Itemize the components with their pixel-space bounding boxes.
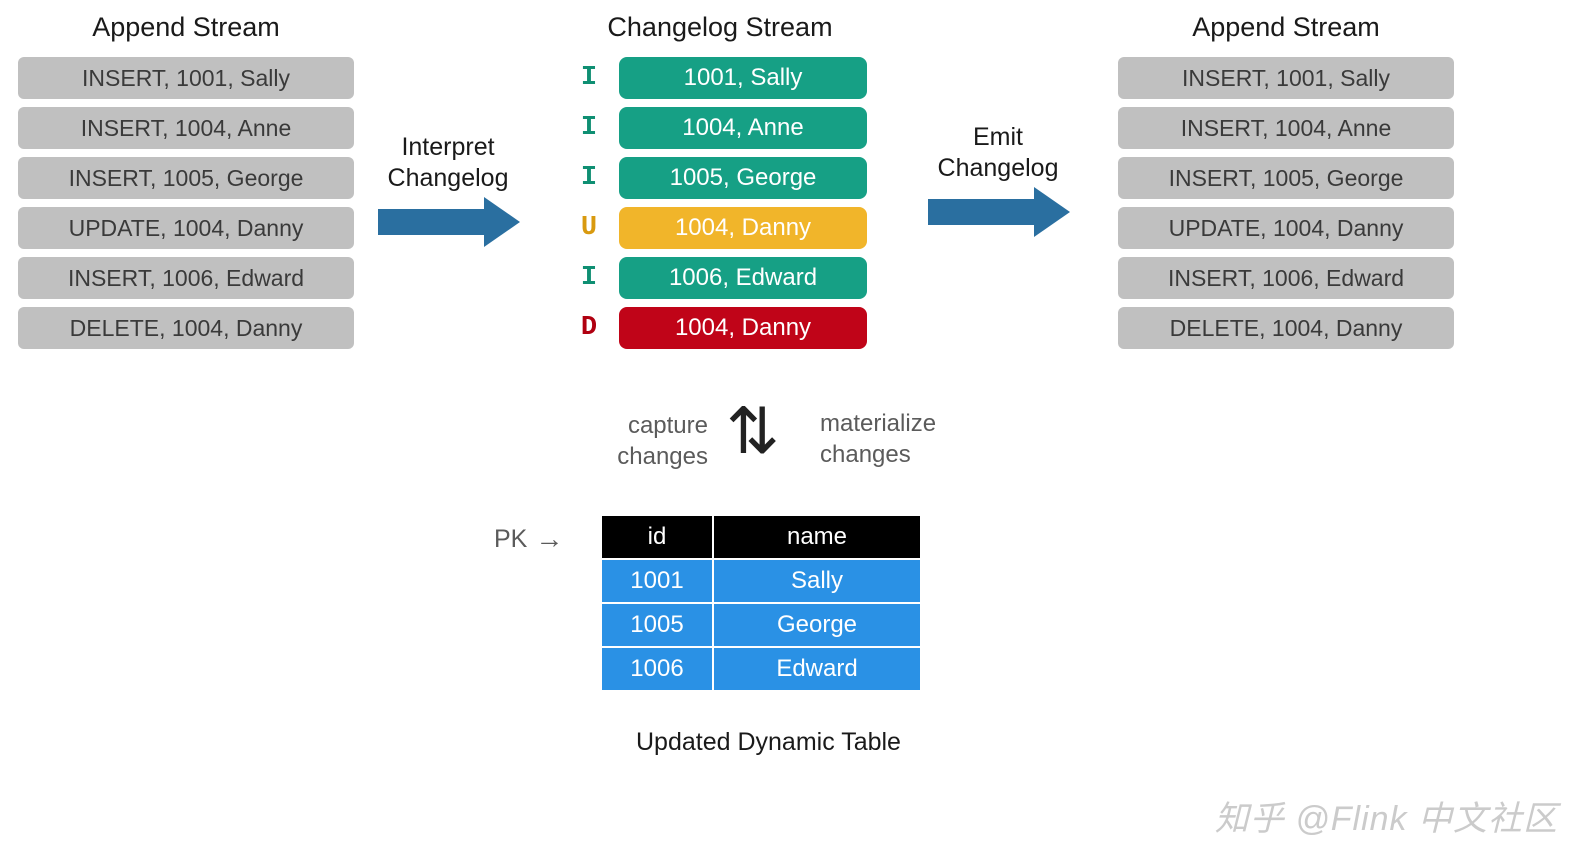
table-cell: Sally — [714, 560, 920, 602]
left-append-stream: Append Stream INSERT, 1001, Sally INSERT,… — [10, 12, 362, 357]
primary-key-label: PK → — [494, 523, 571, 555]
stream-row: DELETE, 1004, Danny — [18, 307, 354, 349]
emit-changelog-arrow: EmitChangelog — [928, 122, 1068, 233]
changelog-row: I 1006, Edward — [573, 257, 867, 299]
stream-row: UPDATE, 1004, Danny — [1118, 207, 1454, 249]
changelog-row: I 1004, Anne — [573, 107, 867, 149]
table-header: id — [602, 516, 712, 558]
changelog-flag: I — [573, 113, 605, 143]
changelog-flag: I — [573, 63, 605, 93]
changelog-pill: 1005, George — [619, 157, 867, 199]
materialize-changes-label: materializechanges — [820, 408, 936, 470]
table-row: 1006Edward — [602, 648, 920, 690]
dynamic-table-caption: Updated Dynamic Table — [636, 728, 901, 757]
table-row: 1001Sally — [602, 560, 920, 602]
arrow-right-icon — [928, 191, 1068, 233]
watermark-text: 知乎 @Flink 中文社区 — [1215, 791, 1558, 840]
arrow-right-small-icon: → — [535, 523, 563, 555]
stream-row: INSERT, 1001, Sally — [18, 57, 354, 99]
interpret-changelog-arrow: InterpretChangelog — [378, 132, 518, 243]
arrow2-label: EmitChangelog — [938, 122, 1059, 185]
changelog-flag: I — [573, 263, 605, 293]
right-append-stream: Append Stream INSERT, 1001, Sally INSERT,… — [1110, 12, 1462, 357]
table-cell: 1005 — [602, 604, 712, 646]
left-heading: Append Stream — [92, 12, 280, 43]
arrow1-label: InterpretChangelog — [388, 132, 509, 195]
stream-row: UPDATE, 1004, Danny — [18, 207, 354, 249]
changelog-flag: D — [573, 313, 605, 343]
table-cell: Edward — [714, 648, 920, 690]
stream-row: INSERT, 1006, Edward — [1118, 257, 1454, 299]
capture-changes-label: capturechanges — [568, 410, 708, 472]
table-header: name — [714, 516, 920, 558]
stream-row: INSERT, 1001, Sally — [1118, 57, 1454, 99]
changelog-pill: 1006, Edward — [619, 257, 867, 299]
arrow-right-icon — [378, 201, 518, 243]
table-cell: 1001 — [602, 560, 712, 602]
changelog-row: U 1004, Danny — [573, 207, 867, 249]
pk-text: PK — [494, 525, 527, 554]
stream-row: DELETE, 1004, Danny — [1118, 307, 1454, 349]
changelog-stream: Changelog Stream I 1001, Sally I 1004, Anne… — [560, 12, 880, 357]
mid-heading: Changelog Stream — [607, 12, 832, 43]
table-row: 1005George — [602, 604, 920, 646]
changelog-flag: U — [573, 213, 605, 243]
changelog-pill: 1004, Danny — [619, 307, 867, 349]
changelog-row: I 1001, Sally — [573, 57, 867, 99]
stream-row: INSERT, 1006, Edward — [18, 257, 354, 299]
changelog-row: D 1004, Danny — [573, 307, 867, 349]
stream-row: INSERT, 1004, Anne — [18, 107, 354, 149]
stream-row: INSERT, 1005, George — [18, 157, 354, 199]
stream-row: INSERT, 1004, Anne — [1118, 107, 1454, 149]
changelog-pill: 1004, Anne — [619, 107, 867, 149]
bi-arrow-icon: ⇅ — [726, 394, 780, 469]
dynamic-table: idname1001Sally1005George1006Edward — [600, 514, 922, 692]
stream-row: INSERT, 1005, George — [1118, 157, 1454, 199]
changelog-pill: 1001, Sally — [619, 57, 867, 99]
changelog-pill: 1004, Danny — [619, 207, 867, 249]
right-heading: Append Stream — [1192, 12, 1380, 43]
table-cell: George — [714, 604, 920, 646]
table-cell: 1006 — [602, 648, 712, 690]
changelog-row: I 1005, George — [573, 157, 867, 199]
changelog-flag: I — [573, 163, 605, 193]
